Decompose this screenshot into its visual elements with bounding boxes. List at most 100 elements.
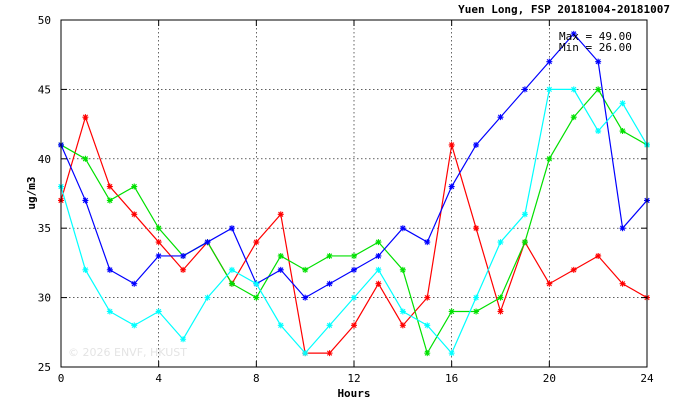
- data-point-marker: [277, 322, 284, 329]
- data-point-marker: [155, 252, 162, 259]
- data-point-marker: [277, 266, 284, 273]
- data-point-marker: [351, 294, 357, 301]
- data-point-marker: [595, 252, 602, 259]
- x-axis-title: Hours: [337, 387, 370, 400]
- data-point-marker: [546, 280, 553, 287]
- x-tick-label: 20: [543, 372, 556, 385]
- x-tick-label: 16: [445, 372, 458, 385]
- y-tick-label: 40: [38, 153, 51, 166]
- data-point-marker: [424, 350, 431, 357]
- axis-ticks: 0 4 8 12 16 20 24 25 30 35 40 45 50: [38, 14, 654, 385]
- data-point-marker: [351, 266, 357, 273]
- data-point-marker: [131, 322, 138, 329]
- y-tick-label: 50: [38, 14, 51, 27]
- data-point-marker: [106, 197, 113, 204]
- data-point-marker: [546, 155, 553, 162]
- data-point-marker: [228, 266, 235, 273]
- data-point-marker: [619, 280, 626, 287]
- data-point-marker: [619, 225, 626, 232]
- data-point-marker: [131, 280, 138, 287]
- data-point-marker: [595, 58, 602, 65]
- series-1: [58, 114, 650, 357]
- data-point-marker: [595, 86, 602, 93]
- y-tick-label: 25: [38, 361, 51, 374]
- data-point-marker: [180, 252, 187, 259]
- data-point-marker: [448, 350, 455, 357]
- data-point-marker: [619, 100, 626, 107]
- series-layer: [58, 30, 650, 357]
- data-point-marker: [155, 239, 162, 246]
- data-point-marker: [473, 294, 480, 301]
- data-point-marker: [82, 197, 89, 204]
- data-point-marker: [155, 308, 162, 315]
- data-point-marker: [424, 322, 431, 329]
- data-point-marker: [351, 322, 357, 329]
- data-point-marker: [399, 225, 406, 232]
- y-tick-label: 30: [38, 292, 51, 305]
- data-point-marker: [546, 58, 553, 65]
- data-point-marker: [375, 266, 382, 273]
- data-point-marker: [228, 225, 235, 232]
- data-point-marker: [521, 211, 528, 218]
- data-point-marker: [155, 225, 162, 232]
- data-point-marker: [228, 280, 235, 287]
- x-tick-label: 0: [58, 372, 65, 385]
- data-point-marker: [521, 86, 528, 93]
- y-axis-title: ug/m3: [25, 176, 38, 209]
- y-tick-label: 35: [38, 222, 51, 235]
- data-point-marker: [473, 225, 480, 232]
- data-point-marker: [302, 294, 309, 301]
- data-point-marker: [180, 336, 187, 343]
- data-point-marker: [570, 114, 577, 121]
- data-point-marker: [326, 322, 333, 329]
- data-point-marker: [399, 266, 406, 273]
- data-point-marker: [570, 30, 577, 37]
- data-point-marker: [204, 239, 211, 246]
- grid-lines: [61, 20, 647, 367]
- data-point-marker: [326, 280, 333, 287]
- data-point-marker: [448, 308, 455, 315]
- data-point-marker: [253, 294, 260, 301]
- data-point-marker: [351, 252, 357, 259]
- data-point-marker: [399, 322, 406, 329]
- x-tick-label: 12: [347, 372, 360, 385]
- data-point-marker: [546, 86, 553, 93]
- data-point-marker: [473, 308, 480, 315]
- watermark: © 2026 ENVF, HKUST: [68, 346, 187, 359]
- data-point-marker: [375, 280, 382, 287]
- data-point-marker: [595, 128, 602, 135]
- data-point-marker: [180, 266, 187, 273]
- data-point-marker: [497, 308, 504, 315]
- data-point-marker: [570, 266, 577, 273]
- data-point-marker: [302, 266, 309, 273]
- x-tick-label: 4: [155, 372, 162, 385]
- data-point-marker: [399, 308, 406, 315]
- data-point-marker: [424, 239, 431, 246]
- x-tick-label: 8: [253, 372, 260, 385]
- data-point-marker: [326, 350, 333, 357]
- data-point-marker: [131, 211, 138, 218]
- min-label: Min = 26.00: [559, 41, 632, 54]
- data-point-marker: [106, 183, 113, 190]
- data-point-marker: [106, 266, 113, 273]
- data-point-marker: [82, 266, 89, 273]
- data-point-marker: [326, 252, 333, 259]
- y-tick-label: 45: [38, 83, 51, 96]
- data-point-marker: [521, 239, 528, 246]
- data-point-marker: [619, 128, 626, 135]
- data-point-marker: [82, 155, 89, 162]
- data-point-marker: [497, 294, 504, 301]
- data-point-marker: [253, 239, 260, 246]
- data-point-marker: [570, 86, 577, 93]
- data-point-marker: [448, 183, 455, 190]
- data-point-marker: [131, 183, 138, 190]
- data-point-marker: [302, 350, 309, 357]
- data-point-marker: [497, 114, 504, 121]
- data-point-marker: [497, 239, 504, 246]
- data-point-marker: [424, 294, 431, 301]
- data-point-marker: [106, 308, 113, 315]
- data-point-marker: [473, 141, 480, 148]
- chart-title: Yuen Long, FSP 20181004-20181007: [458, 3, 670, 16]
- data-point-marker: [448, 141, 455, 148]
